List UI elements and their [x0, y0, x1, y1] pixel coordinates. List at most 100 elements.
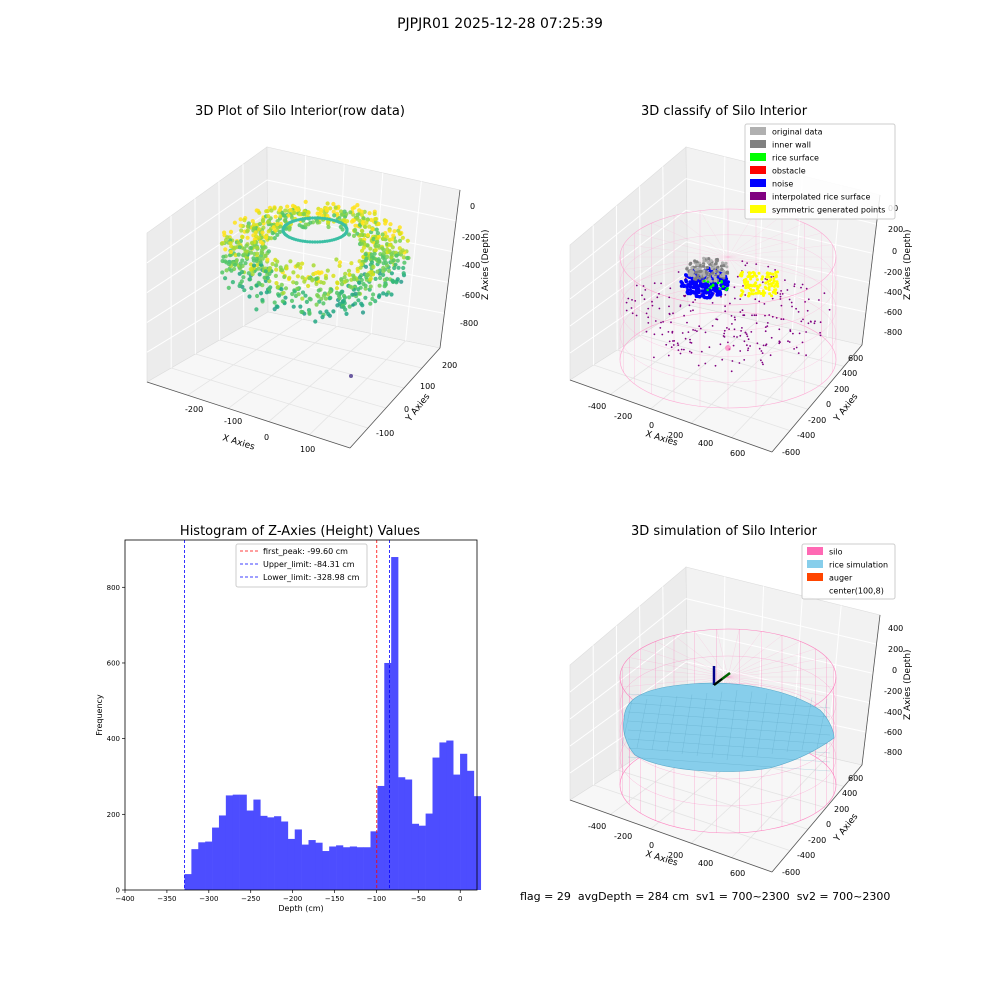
grid-line: [569, 241, 687, 327]
classify-rice-point: [706, 280, 710, 284]
classify-interpolated-point: [795, 346, 798, 349]
classify-symmetric-point: [768, 292, 772, 296]
raw-point: [368, 301, 373, 306]
raw-point: [359, 262, 364, 267]
x-axis-line: [146, 381, 351, 449]
raw-point: [348, 210, 353, 215]
classify-legend-swatch: [750, 140, 766, 148]
classify-z-tick: 200: [888, 225, 903, 234]
raw-point: [331, 273, 336, 278]
classify-interpolated-point: [771, 297, 774, 300]
classify-interpolated-point: [764, 326, 767, 328]
classify-interpolated-point: [801, 341, 804, 344]
classify-noise-point: [694, 280, 699, 284]
raw-point: [405, 238, 410, 243]
classify-interpolated-point: [742, 314, 745, 317]
classify-interpolated-point: [720, 295, 722, 298]
raw-point: [242, 288, 247, 293]
classify-interpolated-point: [750, 331, 753, 333]
raw-point: [285, 204, 290, 209]
raw-point: [343, 307, 348, 312]
simulation-y-tick: -600: [782, 868, 800, 877]
grid-line: [569, 272, 687, 354]
raw-point: [374, 227, 379, 232]
simulation-silo-spoke: [622, 676, 729, 688]
simulation-silo-spoke: [727, 631, 762, 678]
raw-point: [395, 258, 400, 263]
grid-line: [227, 326, 338, 409]
simulation-mesh-line: [627, 720, 831, 736]
raw-point: [316, 288, 321, 293]
classify-interpolated-point: [690, 351, 693, 354]
histogram-bar: [280, 821, 289, 890]
classify-interpolated-point: [729, 302, 731, 305]
simulation-legend-swatch: [807, 560, 823, 568]
classify-rice-point: [721, 285, 725, 288]
histogram-legend: first_peak: -99.60 cm Upper_limit: -84.31…: [235, 543, 368, 588]
raw-point: [356, 287, 361, 292]
raw-point: [283, 286, 289, 291]
raw-point: [315, 293, 320, 298]
classify-interpolated-point: [730, 315, 733, 317]
classify-wall-point: [698, 270, 702, 274]
raw-point: [238, 261, 243, 266]
classify-wall-point: [696, 263, 700, 267]
classify-symmetric-point: [744, 286, 748, 290]
classify-symmetric-point: [750, 284, 754, 288]
classify-wall-point: [716, 265, 720, 269]
classify-noise-point: [688, 291, 693, 296]
classify-interpolated-point: [635, 284, 638, 287]
classify-interpolated-point: [733, 335, 735, 338]
classify-interpolated-point: [698, 325, 701, 328]
raw-point: [249, 286, 254, 291]
histogram-x-tick-label: −200: [283, 895, 302, 903]
classify-interpolated-point: [625, 309, 628, 312]
classify-interpolated-point: [758, 300, 761, 303]
classify-symmetric-point: [761, 275, 765, 279]
raw-point: [228, 249, 233, 255]
classify-wall-point: [725, 265, 729, 269]
grid-line: [685, 241, 881, 286]
classify-interpolated-point: [766, 325, 769, 327]
raw-point: [278, 224, 283, 229]
raw-point: [314, 302, 319, 307]
histogram-x-tick-label: 0: [458, 895, 462, 903]
classify-interpolated-point: [647, 307, 650, 310]
classify-interpolated-point: [631, 299, 633, 301]
classify-interpolated-point: [692, 309, 694, 312]
classify-interpolated-point: [669, 287, 672, 290]
raw-point: [339, 212, 344, 217]
raw-point: [242, 218, 247, 223]
simulation-z-tick: 400: [888, 624, 903, 633]
raw-x-tick: -200: [185, 405, 203, 414]
classify-interpolated-point: [724, 310, 727, 313]
classify-symmetric-point: [747, 271, 751, 275]
raw-z-tick: -200: [462, 233, 480, 242]
classify-interpolated-point: [704, 362, 707, 365]
raw-point: [367, 224, 372, 229]
raw-point: [374, 216, 379, 222]
classify-interpolated-point: [684, 337, 687, 340]
simulation-mesh-line: [621, 700, 633, 747]
raw-point: [391, 258, 396, 263]
raw-point: [381, 269, 386, 274]
raw-point: [219, 241, 224, 246]
raw-point: [342, 275, 347, 280]
raw-point: [358, 265, 363, 270]
classify-rice-point: [706, 288, 709, 292]
y-axis-line: [771, 764, 863, 873]
classify-interpolated-point: [805, 354, 807, 357]
raw-point: [392, 265, 397, 271]
classify-noise-point: [679, 284, 684, 288]
grid-line: [617, 769, 809, 830]
grid-line: [268, 333, 372, 422]
raw-point: [364, 256, 369, 261]
classify-interpolated-point: [739, 334, 742, 337]
classify-interpolated-point: [778, 340, 781, 343]
classify-noise-point: [710, 291, 715, 296]
classify-wall-point: [702, 256, 706, 260]
classify-noise-point: [688, 281, 693, 286]
raw-point: [279, 287, 284, 292]
raw-point: [377, 293, 382, 298]
classify-interpolated-point: [756, 342, 759, 345]
